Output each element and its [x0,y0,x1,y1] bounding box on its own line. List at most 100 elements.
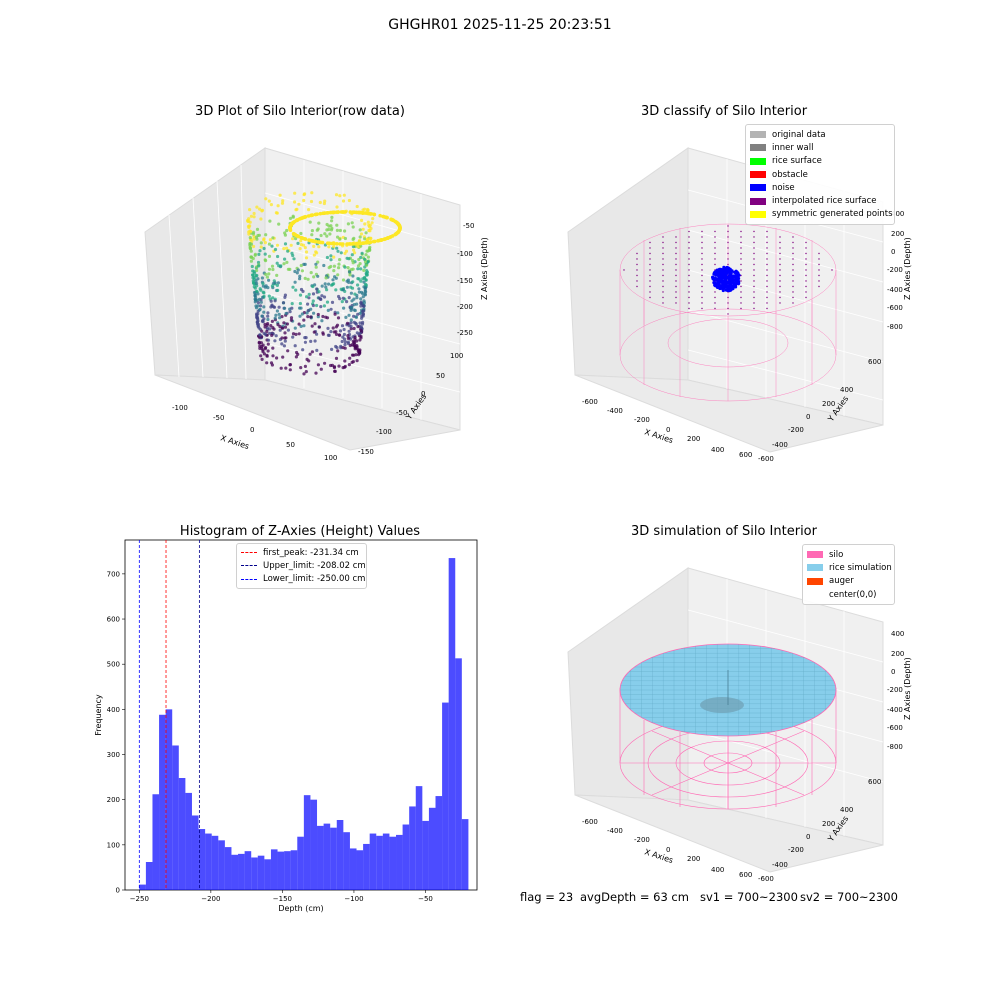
raw-point [277,222,281,226]
raw-point [319,352,323,356]
y-tick-label: 600 [107,616,120,624]
raw-point [288,310,292,314]
interpolated-point [753,263,755,266]
raw-point [326,211,330,215]
raw-point [261,320,265,324]
raw-point [252,281,256,285]
raw-point [248,242,252,246]
raw-point [297,217,302,221]
raw-point [281,301,286,305]
histogram-y-ticks: 0 100 200 300 400 500 600 700 [107,570,125,895]
histogram-bar [185,792,192,890]
raw-point [307,359,311,363]
raw-point [363,260,368,264]
raw-ytick: 100 [450,352,463,360]
raw-point [336,273,340,277]
raw-point [299,239,303,243]
raw-point [337,262,341,266]
raw-point [317,290,321,294]
raw-point [250,264,254,269]
interpolated-point [753,302,755,304]
histogram-bar [435,796,443,890]
raw-point [258,346,262,350]
raw-point [322,263,326,268]
interpolated-point [701,247,703,249]
raw-point [350,299,354,303]
interpolated-point [662,285,664,288]
raw-point [327,333,331,337]
raw-point [361,314,365,318]
raw-3d-box [144,147,461,451]
raw-point [304,256,309,260]
raw-point [351,261,355,265]
raw-point [326,326,330,330]
raw-point [291,285,295,289]
raw-point-cloud [246,191,402,376]
raw-point [267,294,271,298]
legend-label: noise [772,182,795,193]
raw-point [292,257,296,261]
classify-legend: original data inner wall rice surface ob… [745,124,895,226]
raw-point [303,340,307,344]
raw-point [319,233,323,238]
raw-point [302,372,306,376]
raw-point [325,255,329,260]
raw-point [303,336,307,340]
raw-point [349,327,353,331]
raw-point [338,194,342,198]
raw-point [356,267,360,271]
classify-ytick: -400 [772,441,788,449]
interpolated-point [662,252,664,255]
raw-point [316,315,320,319]
raw-point [342,193,346,197]
raw-point [354,322,358,326]
legend-entry: interpolated rice surface [750,194,890,207]
raw-point [345,300,349,304]
raw-point [353,292,357,296]
interpolated-point [675,241,677,244]
interpolated-point [766,269,768,271]
interpolated-point [675,302,677,304]
raw-point [371,239,376,244]
raw-point [303,276,307,280]
raw-point [258,333,262,337]
raw-point [263,322,267,327]
raw-point [303,246,307,250]
raw-point [361,303,365,307]
noise-point [712,272,716,276]
histogram-bar [409,806,416,890]
interpolated-point [779,269,781,271]
raw-point [317,245,321,249]
interpolated-point [649,285,651,288]
raw-point [283,339,287,343]
raw-point [351,267,355,271]
raw-point [263,285,268,289]
raw-point [295,207,299,211]
raw-point [309,271,313,275]
interpolated-point [623,269,625,271]
raw-point [329,224,333,228]
interpolated-point [753,291,755,293]
raw-point [354,315,359,319]
raw-point [284,366,288,370]
interpolated-point [740,241,742,244]
histogram-title: Histogram of Z-Axies (Height) Values [179,524,421,539]
raw-point [269,299,273,303]
classify-ztick: -200 [887,266,903,274]
raw-point [291,237,295,241]
raw-point [386,236,391,240]
raw-point [310,229,314,233]
raw-point [357,350,362,354]
y-tick-label: 300 [107,751,120,759]
raw-point [310,233,314,237]
interpolated-point [701,241,703,244]
raw-point [349,285,353,289]
classify-ztick: -400 [887,286,903,294]
interpolated-point [636,252,638,255]
raw-point [293,326,297,330]
raw-point [309,213,314,218]
raw-point [354,210,358,215]
noise-point [721,288,725,293]
raw-ztick: -200 [457,303,473,311]
raw-point [254,235,258,239]
